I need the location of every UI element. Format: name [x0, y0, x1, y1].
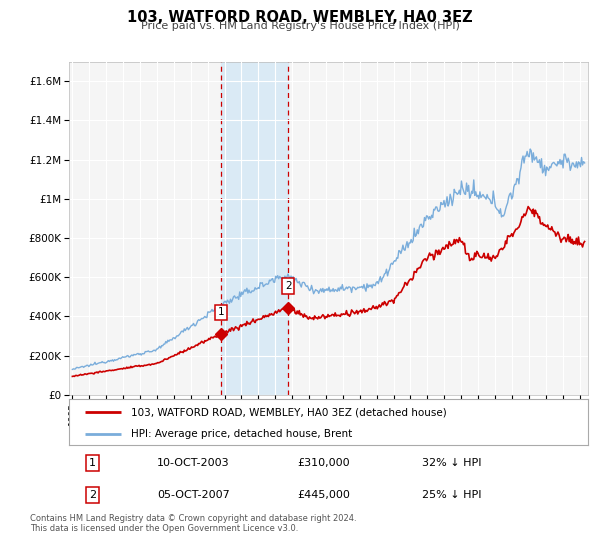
Text: Price paid vs. HM Land Registry's House Price Index (HPI): Price paid vs. HM Land Registry's House … [140, 21, 460, 31]
Bar [221, 62, 288, 395]
Text: Contains HM Land Registry data © Crown copyright and database right 2024.
This d: Contains HM Land Registry data © Crown c… [30, 514, 356, 534]
Text: 25% ↓ HPI: 25% ↓ HPI [422, 490, 481, 500]
Text: 103, WATFORD ROAD, WEMBLEY, HA0 3EZ: 103, WATFORD ROAD, WEMBLEY, HA0 3EZ [127, 10, 473, 25]
Text: 2: 2 [285, 281, 292, 291]
Text: £445,000: £445,000 [298, 490, 350, 500]
Text: HPI: Average price, detached house, Brent: HPI: Average price, detached house, Bren… [131, 429, 353, 438]
Text: 05-OCT-2007: 05-OCT-2007 [157, 490, 230, 500]
Text: £310,000: £310,000 [298, 458, 350, 468]
Text: 10-OCT-2003: 10-OCT-2003 [157, 458, 230, 468]
Text: 1: 1 [89, 458, 96, 468]
Text: 2: 2 [89, 490, 96, 500]
Text: 32% ↓ HPI: 32% ↓ HPI [422, 458, 481, 468]
Text: 103, WATFORD ROAD, WEMBLEY, HA0 3EZ (detached house): 103, WATFORD ROAD, WEMBLEY, HA0 3EZ (det… [131, 407, 447, 417]
Text: 1: 1 [217, 307, 224, 318]
